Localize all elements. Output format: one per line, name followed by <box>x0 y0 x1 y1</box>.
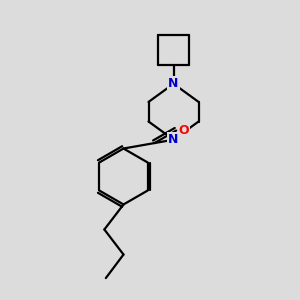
Text: N: N <box>168 133 179 146</box>
Text: N: N <box>168 77 179 90</box>
Text: O: O <box>178 124 189 137</box>
